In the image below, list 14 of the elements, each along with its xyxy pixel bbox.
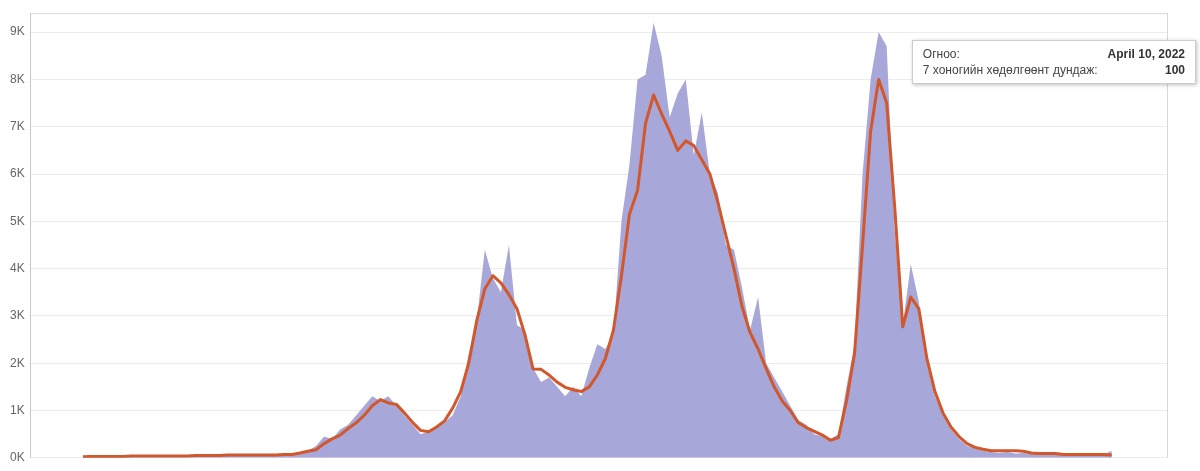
y-tick-label: 9K (9, 24, 25, 39)
y-tick-label: 3K (9, 308, 25, 323)
annotation: April 10, 2022 (1107, 47, 1185, 61)
y-tick-label: 4K (9, 260, 25, 275)
annotation: Огноо: (922, 47, 961, 61)
y-tick-label: 2K (9, 355, 25, 370)
y-tick-label: 0K (9, 450, 25, 465)
annotation: 7 хоногийн хөдөлгөөнт дундаж: (922, 63, 1098, 77)
y-tick-label: 1K (9, 402, 25, 417)
y-tick-label: 8K (9, 71, 25, 86)
y-tick-label: 7K (9, 119, 25, 134)
text: 100 (1163, 63, 1185, 77)
y-tick-label: 6K (9, 166, 25, 181)
y-tick-label: 5K (9, 213, 25, 228)
